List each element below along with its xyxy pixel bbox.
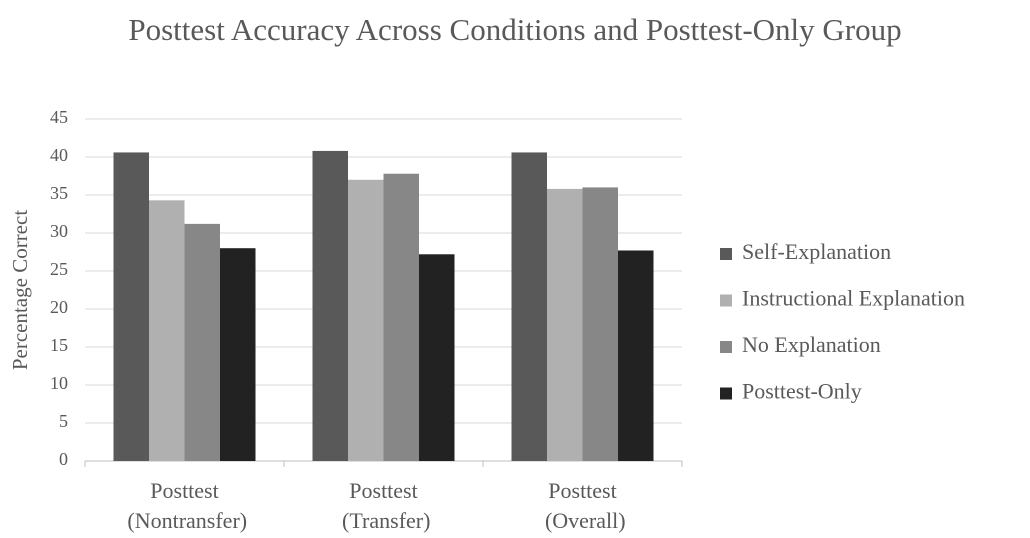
y-tick-label: 10 xyxy=(50,373,68,393)
y-tick-label: 45 xyxy=(50,107,68,127)
bar xyxy=(547,188,583,462)
y-tick-label: 0 xyxy=(59,449,68,469)
bar xyxy=(618,250,654,461)
legend-label: Posttest-Only xyxy=(742,379,862,404)
legend-label: Self-Explanation xyxy=(742,239,891,264)
x-tick-label: Posttest (Nontransfer) xyxy=(122,478,247,533)
bar xyxy=(348,179,384,462)
y-tick-label: 25 xyxy=(50,259,68,279)
chart-title: Posttest Accuracy Across Conditions and … xyxy=(128,12,902,47)
y-axis-label: Percentage Correct xyxy=(8,210,32,370)
legend-swatch xyxy=(720,341,732,353)
bar xyxy=(419,254,455,461)
y-tick-label: 35 xyxy=(50,183,68,203)
bar xyxy=(511,152,547,461)
legend-label: Instructional Explanation xyxy=(742,286,965,311)
bar xyxy=(149,200,185,461)
y-tick-label: 5 xyxy=(59,411,68,431)
y-tick-label: 40 xyxy=(50,145,68,165)
bar xyxy=(312,150,348,462)
y-tick-label: 20 xyxy=(50,297,68,317)
bar xyxy=(220,248,256,461)
x-tick-label: Posttest (Overall) xyxy=(539,478,625,533)
legend-label: No Explanation xyxy=(742,332,881,357)
legend-swatch xyxy=(720,248,732,260)
legend-swatch xyxy=(720,387,732,400)
bar xyxy=(383,173,419,461)
y-tick-label: 15 xyxy=(50,335,68,355)
legend-swatch xyxy=(720,294,732,307)
x-tick-label: Posttest (Transfer) xyxy=(337,478,431,533)
y-tick-label: 30 xyxy=(50,221,68,241)
bar xyxy=(582,187,618,461)
bar xyxy=(113,152,149,461)
bar xyxy=(184,223,220,461)
